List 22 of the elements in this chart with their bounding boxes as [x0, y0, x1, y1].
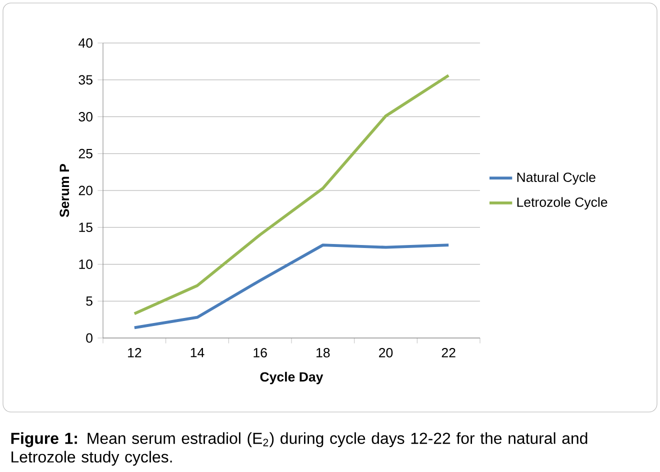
y-tick-label: 0 [86, 333, 92, 343]
x-tick-label: 14 [190, 348, 204, 358]
line-series [132, 244, 450, 330]
y-tick-label: 25 [78, 148, 92, 158]
y-tick-label: 40 [78, 38, 92, 48]
y-axis-title: Serum P [60, 164, 70, 218]
y-tick-label: 10 [79, 260, 92, 269]
y-tick-label: 5 [86, 296, 92, 306]
x-tick-label: 20 [379, 348, 393, 358]
x-tick-label: 16 [254, 348, 267, 358]
line-series [132, 74, 450, 316]
y-tick-label: 35 [78, 75, 92, 85]
legend-label: Letrozole Cycle [517, 197, 608, 210]
y-tick-label: 30 [78, 112, 92, 122]
x-tick-label: 22 [442, 348, 456, 358]
x-tick-label: 18 [316, 348, 330, 358]
y-tick-label: 15 [79, 222, 92, 232]
x-tick-label: 12 [128, 348, 142, 358]
text: Figure 1: Mean serum estradiol (E$_{2}$) during cycle days 12-22 for the natural and Letrozole study cycles. [11, 432, 588, 466]
legend-label: Natural Cycle [517, 172, 596, 185]
x-axis-title: Cycle Day [260, 372, 324, 384]
y-tick-label: 20 [78, 186, 92, 196]
